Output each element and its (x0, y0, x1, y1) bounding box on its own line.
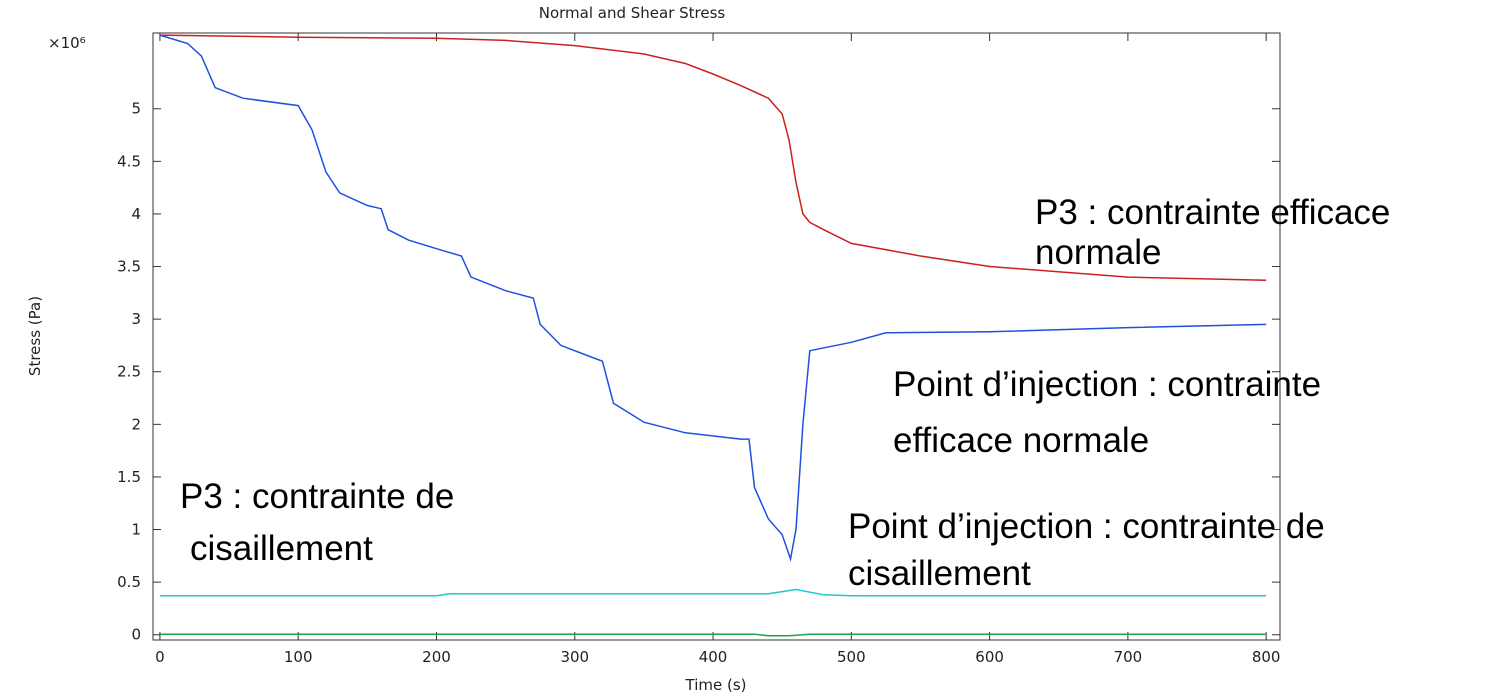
x-tick-label: 500 (837, 648, 866, 666)
line (159, 34, 1267, 562)
y-tick-label: 4 (131, 205, 141, 223)
x-tick-label: 100 (284, 648, 313, 666)
line (159, 588, 1267, 597)
plot-frame (152, 32, 1281, 641)
y-tick-label: 3.5 (117, 258, 141, 276)
x-tick-label: 400 (699, 648, 728, 666)
y-multiplier: ×10⁶ (48, 34, 86, 52)
y-tick-label: 0.5 (117, 573, 141, 591)
line (159, 34, 1267, 281)
y-axis-label: Stress (Pa) (26, 296, 44, 376)
chart-title: Normal and Shear Stress (539, 4, 726, 22)
x-tick-label: 300 (560, 648, 589, 666)
line (159, 633, 1267, 637)
y-tick-label: 2 (131, 415, 141, 433)
annotation: P3 : contrainte de (180, 477, 454, 516)
y-tick-label: 1.5 (117, 468, 141, 486)
y-tick-label: 1 (131, 521, 141, 539)
y-tick-label: 4.5 (117, 152, 141, 170)
annotation: Point d’injection : contrainte (893, 365, 1321, 404)
x-axis-label: Time (s) (685, 676, 747, 694)
annotation: cisaillement (190, 529, 373, 568)
y-tick-label: 0 (131, 626, 141, 644)
x-tick-label: 600 (975, 648, 1004, 666)
annotation: cisaillement (848, 554, 1031, 593)
x-tick-label: 200 (422, 648, 451, 666)
annotation: normale (1035, 233, 1161, 272)
annotation: P3 : contrainte efficace (1035, 193, 1390, 232)
annotation: efficace normale (893, 421, 1149, 460)
x-tick-label: 0 (155, 648, 165, 666)
annotation: Point d’injection : contrainte de (848, 507, 1325, 546)
y-tick-label: 5 (131, 100, 141, 118)
y-tick-label: 3 (131, 310, 141, 328)
x-tick-label: 700 (1114, 648, 1143, 666)
y-tick-label: 2.5 (117, 363, 141, 381)
x-tick-label: 800 (1252, 648, 1281, 666)
